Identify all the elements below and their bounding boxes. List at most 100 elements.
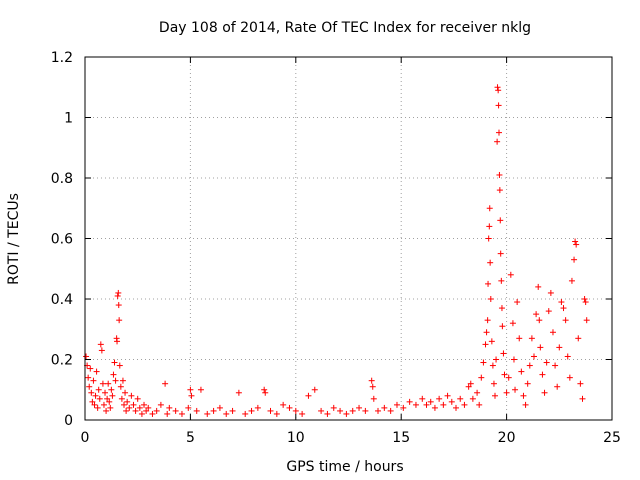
chart-title: Day 108 of 2014, Rate Of TEC Index for r… xyxy=(159,20,531,36)
data-point xyxy=(337,407,344,414)
data-point xyxy=(500,350,507,357)
tick-labels-layer: 0 5 10 15 20 25 0 0.2 0.4 0.6 0.8 1 1.2 xyxy=(51,50,621,446)
data-point xyxy=(562,317,569,324)
data-point xyxy=(486,205,493,212)
data-point xyxy=(126,404,133,411)
data-point xyxy=(185,404,192,411)
data-point xyxy=(493,356,500,363)
data-point xyxy=(476,401,483,408)
data-point xyxy=(204,410,211,417)
x-tick-label: 10 xyxy=(287,430,305,446)
y-tick-label: 0.4 xyxy=(51,292,73,308)
data-point xyxy=(108,386,115,393)
data-point xyxy=(109,392,116,399)
data-point xyxy=(444,392,451,399)
data-point xyxy=(324,410,331,417)
data-point xyxy=(484,317,491,324)
data-point xyxy=(495,87,502,94)
data-point xyxy=(267,407,274,414)
data-point xyxy=(362,407,369,414)
data-point xyxy=(571,256,578,263)
data-point xyxy=(106,398,113,405)
data-point xyxy=(162,380,169,387)
data-point xyxy=(412,401,419,408)
x-axis-title: GPS time / hours xyxy=(286,459,403,475)
data-point xyxy=(286,404,293,411)
data-point xyxy=(497,250,504,257)
data-point xyxy=(107,404,114,411)
data-point xyxy=(558,299,565,306)
data-point xyxy=(166,404,173,411)
data-point xyxy=(242,410,249,417)
data-point xyxy=(510,356,517,363)
data-point xyxy=(541,389,548,396)
data-point xyxy=(132,407,139,414)
data-point xyxy=(496,171,503,178)
data-point xyxy=(554,383,561,390)
x-tick-label: 0 xyxy=(81,430,90,446)
data-point xyxy=(568,277,575,284)
data-point xyxy=(117,383,124,390)
data-point xyxy=(104,395,111,402)
data-point xyxy=(111,359,118,366)
data-point xyxy=(556,344,563,351)
data-point xyxy=(96,395,103,402)
data-point xyxy=(262,389,269,396)
data-point xyxy=(436,395,443,402)
data-point xyxy=(474,389,481,396)
data-point xyxy=(86,383,93,390)
data-point xyxy=(492,392,499,399)
data-point xyxy=(369,383,376,390)
data-point xyxy=(90,377,97,384)
ticks-layer xyxy=(84,56,613,421)
data-point xyxy=(178,410,185,417)
data-point xyxy=(299,410,306,417)
data-point xyxy=(539,371,546,378)
data-point xyxy=(235,389,242,396)
data-point xyxy=(254,404,261,411)
data-point xyxy=(138,410,145,417)
data-point xyxy=(280,401,287,408)
data-point xyxy=(400,404,407,411)
data-point xyxy=(572,238,579,245)
data-point xyxy=(99,380,106,387)
data-point xyxy=(83,353,90,360)
y-axis-title: ROTI / TECUs xyxy=(6,193,22,285)
data-point xyxy=(114,338,121,345)
data-point xyxy=(124,398,131,405)
data-point xyxy=(98,347,105,354)
data-point xyxy=(482,341,489,348)
data-point xyxy=(305,392,312,399)
data-point xyxy=(528,335,535,342)
data-point xyxy=(145,404,152,411)
data-point xyxy=(560,305,567,312)
data-point xyxy=(92,392,99,399)
data-point xyxy=(93,368,100,375)
data-point xyxy=(549,329,556,336)
data-point xyxy=(123,407,130,414)
data-point xyxy=(505,374,512,381)
data-point xyxy=(503,389,510,396)
data-point xyxy=(489,362,496,369)
data-point xyxy=(130,401,137,408)
data-point xyxy=(387,407,394,414)
data-point xyxy=(172,407,179,414)
data-point xyxy=(343,410,350,417)
data-point xyxy=(427,398,434,405)
data-point xyxy=(134,395,141,402)
data-point xyxy=(522,401,529,408)
data-point xyxy=(116,317,123,324)
data-point xyxy=(103,407,110,414)
data-point xyxy=(110,371,117,378)
data-point xyxy=(566,374,573,381)
data-point xyxy=(216,404,223,411)
data-point xyxy=(349,407,356,414)
data-point xyxy=(497,217,504,224)
data-point xyxy=(552,362,559,369)
data-point xyxy=(483,329,490,336)
data-point xyxy=(485,235,492,242)
data-point xyxy=(518,368,525,375)
data-point xyxy=(248,407,255,414)
data-point xyxy=(187,386,194,393)
data-point xyxy=(457,395,464,402)
